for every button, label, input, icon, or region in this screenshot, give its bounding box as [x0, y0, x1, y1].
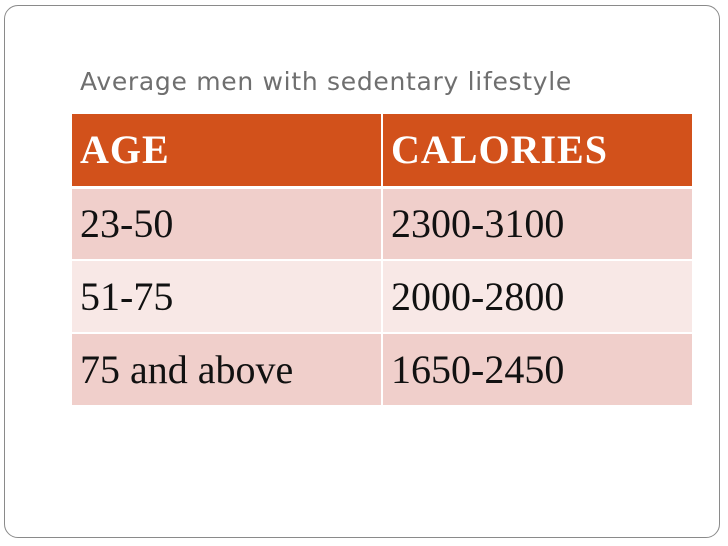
- calorie-table: AGE CALORIES 23-50 2300-3100 51-75 2000-…: [72, 114, 692, 407]
- cell-age: 51-75: [72, 260, 383, 334]
- table-row: 23-50 2300-3100: [72, 187, 692, 261]
- table-row: 75 and above 1650-2450: [72, 333, 692, 407]
- table-body: 23-50 2300-3100 51-75 2000-2800 75 and a…: [72, 187, 692, 407]
- table-row: 51-75 2000-2800: [72, 260, 692, 334]
- header-age: AGE: [72, 114, 383, 189]
- cell-calories: 2000-2800: [382, 260, 692, 334]
- cell-age: 23-50: [72, 187, 383, 261]
- cell-age: 75 and above: [72, 333, 383, 407]
- header-calories: CALORIES: [382, 114, 692, 189]
- table-header-row: AGE CALORIES: [72, 114, 692, 189]
- cell-calories: 1650-2450: [382, 333, 692, 407]
- cell-calories: 2300-3100: [382, 187, 692, 261]
- table-header: AGE CALORIES: [72, 114, 692, 189]
- slide-title: Average men with sedentary lifestyle: [80, 67, 572, 96]
